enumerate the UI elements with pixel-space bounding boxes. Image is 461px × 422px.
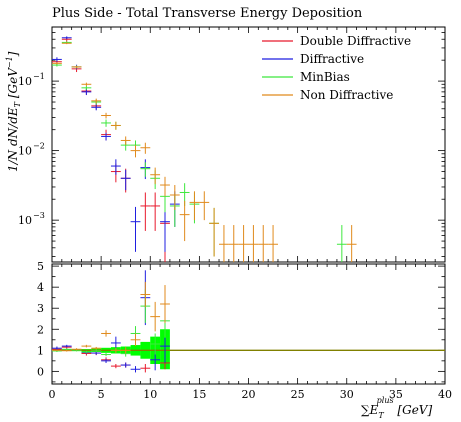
legend-label: MinBias bbox=[300, 70, 350, 84]
ratio-y-tick-label: 4 bbox=[37, 281, 44, 294]
y-tick-label: 10 bbox=[18, 145, 32, 158]
x-tick-label: 15 bbox=[192, 388, 206, 401]
y-tick-exponent: −2 bbox=[33, 142, 45, 151]
y-tick-exponent: −1 bbox=[33, 72, 45, 81]
x-tick-label: 40 bbox=[438, 388, 452, 401]
x-tick-label: 25 bbox=[291, 388, 305, 401]
axis-labels: 1/N dN/dET [GeV−1] ∑ETplus [GeV] bbox=[5, 51, 432, 420]
ratio-y-tick-label: 0 bbox=[37, 365, 44, 378]
legend-label: Diffractive bbox=[300, 52, 364, 66]
main-frame bbox=[51, 26, 446, 263]
legend-label: Double Diffractive bbox=[300, 34, 411, 48]
legend: Double Diffractive Diffractive MinBias Non … bbox=[262, 34, 411, 102]
ratio-y-tick-label: 2 bbox=[37, 323, 44, 336]
x-tick-label: 5 bbox=[98, 388, 105, 401]
legend-label: Non Diffractive bbox=[300, 88, 393, 102]
ratio-frame bbox=[51, 263, 446, 385]
ratio-y-tick-label: 3 bbox=[37, 302, 44, 315]
ratio-y-tick-label: 5 bbox=[37, 260, 44, 273]
chart-title: Plus Side - Total Transverse Energy Depo… bbox=[52, 6, 363, 21]
y-axis-label: 1/N dN/dET [GeV−1] bbox=[5, 51, 22, 172]
x-tick-label: 30 bbox=[340, 388, 354, 401]
x-tick-label: 20 bbox=[242, 388, 256, 401]
y-tick-exponent: −3 bbox=[33, 211, 45, 220]
y-tick-label: 10 bbox=[18, 214, 32, 227]
x-tick-label: 0 bbox=[49, 388, 56, 401]
x-tick-label: 10 bbox=[143, 388, 157, 401]
ratio-y-tick-label: 1 bbox=[37, 344, 44, 357]
main-panel: 10−310−210−1 bbox=[18, 26, 446, 384]
ratio-panel: 0 5 10 15 20 25 30 35 40 0 1 2 3 4 5 bbox=[37, 260, 452, 401]
y-tick-label: 10 bbox=[18, 75, 32, 88]
x-axis-label: ∑ETplus [GeV] bbox=[361, 396, 432, 420]
x-tick-label: 35 bbox=[389, 388, 403, 401]
